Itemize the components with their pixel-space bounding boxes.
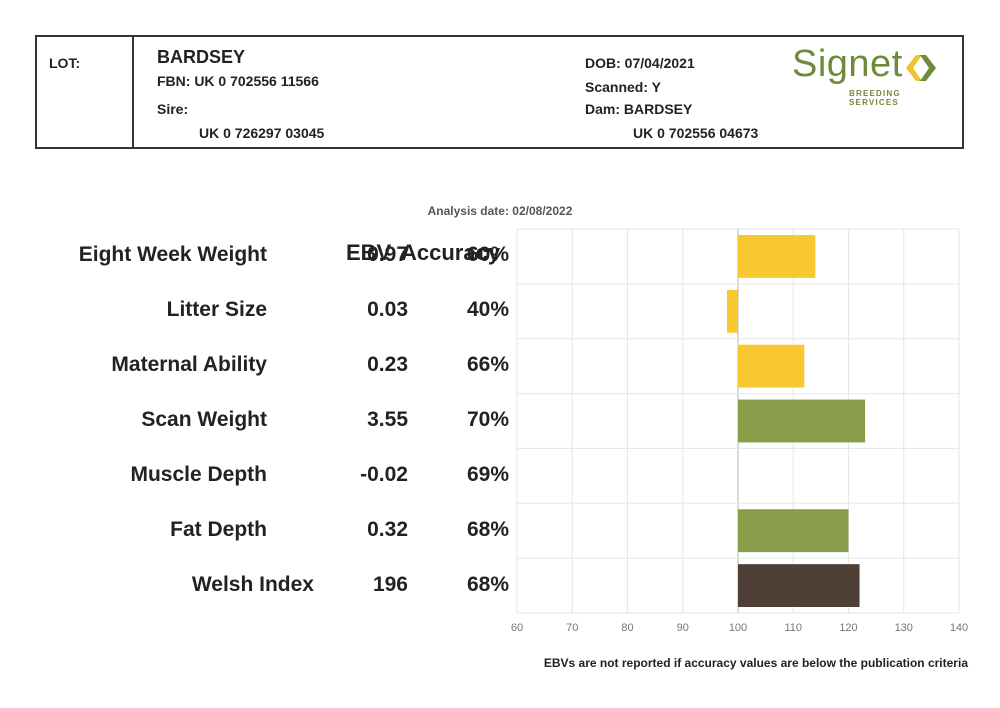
x-tick-label: 80 <box>621 622 633 634</box>
logo-subtext: BREEDING SERVICES <box>849 89 901 107</box>
date-of-birth: DOB: 07/04/2021 <box>585 55 695 71</box>
ebv-column-header: EBV <box>346 240 392 265</box>
bar-welsh-index <box>738 564 860 607</box>
x-tick-label: 90 <box>677 622 689 634</box>
trait-label: Litter Size <box>166 298 267 322</box>
bar-eight-week-weight <box>738 235 816 278</box>
ebv-value: 0.97 <box>367 243 408 267</box>
logo-chevron-icon <box>902 53 940 88</box>
trait-label: Muscle Depth <box>130 462 267 486</box>
analysis-date: Analysis date: 02/08/2022 <box>427 204 573 218</box>
ebv-value: 0.23 <box>367 353 408 377</box>
x-tick-label: 70 <box>566 622 578 634</box>
sire-id: UK 0 726297 03045 <box>199 125 325 141</box>
ebv-value: 196 <box>372 572 408 596</box>
ebv-value: 0.32 <box>367 517 408 541</box>
ebv-value: 0.03 <box>367 298 408 322</box>
x-tick-label: 100 <box>729 622 747 634</box>
ebv-value: 3.55 <box>367 408 408 431</box>
trait-label: Maternal Ability <box>111 353 267 377</box>
dam-name: Dam: BARDSEY <box>585 101 693 117</box>
signet-logo: Signet BREEDING SERVICES <box>792 43 952 107</box>
bar-maternal-ability <box>738 344 805 388</box>
footnote: EBVs are not reported if accuracy values… <box>543 656 968 670</box>
dam-id: UK 0 702556 04673 <box>633 125 759 141</box>
x-tick-label: 120 <box>839 622 857 634</box>
accuracy-column-header: Accuracy <box>401 240 501 265</box>
sire-label: Sire: <box>157 101 189 117</box>
header-divider <box>132 37 134 147</box>
accuracy-value: 68% <box>466 572 509 596</box>
trait-label: Fat Depth <box>170 517 267 541</box>
lot-label: LOT: <box>49 55 81 71</box>
accuracy-value: 68% <box>466 517 509 541</box>
x-tick-label: 140 <box>950 622 968 634</box>
x-tick-label: 130 <box>895 622 913 634</box>
trait-label: Eight Week Weight <box>78 243 267 267</box>
bar-litter-size <box>726 289 738 333</box>
x-tick-label: 110 <box>784 622 802 634</box>
animal-name: BARDSEY <box>157 47 246 67</box>
trait-label: Welsh Index <box>191 572 314 596</box>
x-tick-label: 60 <box>511 622 523 634</box>
ebv-value: -0.02 <box>360 462 408 486</box>
accuracy-value: 40% <box>466 298 509 322</box>
trait-label: Scan Weight <box>141 408 267 431</box>
accuracy-value: 70% <box>466 408 509 431</box>
fbn-number: FBN: UK 0 702556 11566 <box>157 73 319 89</box>
logo-text: Signet <box>792 43 903 85</box>
accuracy-value: 69% <box>466 462 509 486</box>
animal-header: LOT: BARDSEY FBN: UK 0 702556 11566 Sire… <box>35 35 964 149</box>
bar-fat-depth <box>738 509 849 553</box>
accuracy-value: 60% <box>466 243 509 267</box>
accuracy-value: 66% <box>466 353 509 377</box>
scanned-status: Scanned: Y <box>585 79 661 95</box>
bar-scan-weight <box>738 399 866 443</box>
